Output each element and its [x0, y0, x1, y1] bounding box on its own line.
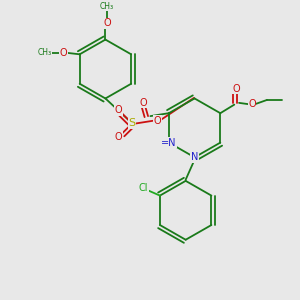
- Text: Cl: Cl: [139, 183, 148, 193]
- Text: O: O: [154, 116, 161, 125]
- Text: CH₃: CH₃: [100, 2, 114, 11]
- Text: O: O: [115, 105, 123, 115]
- Text: S: S: [129, 118, 136, 128]
- Text: O: O: [115, 132, 123, 142]
- Text: O: O: [59, 48, 67, 58]
- Text: =N: =N: [161, 138, 177, 148]
- Text: O: O: [248, 99, 256, 109]
- Text: CH₃: CH₃: [38, 48, 52, 57]
- Text: O: O: [140, 98, 147, 108]
- Text: O: O: [103, 18, 111, 28]
- Text: N: N: [191, 152, 198, 162]
- Text: O: O: [233, 84, 241, 94]
